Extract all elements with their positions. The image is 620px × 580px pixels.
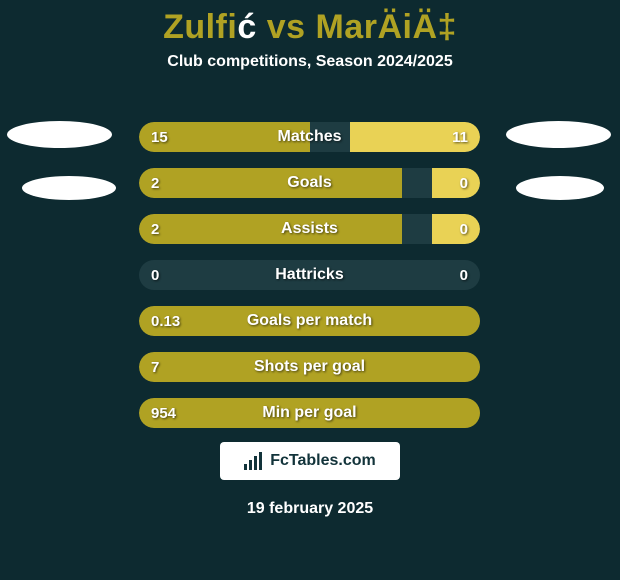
generated-date: 19 february 2025 xyxy=(0,500,620,518)
stat-label: Matches xyxy=(139,122,480,152)
chart-icon xyxy=(244,452,264,470)
stat-label: Min per goal xyxy=(139,398,480,428)
stat-bar-row: 20Goals xyxy=(139,168,480,198)
team-oval-0 xyxy=(7,121,112,148)
stat-label: Goals xyxy=(139,168,480,198)
stat-bar-row: 954Min per goal xyxy=(139,398,480,428)
stat-bars-container: 1511Matches 20Goals 20Assists 00Hattricks 0.… xyxy=(139,122,480,444)
branding-badge: FcTables.com xyxy=(220,442,400,480)
team-oval-1 xyxy=(22,176,116,200)
stat-bar-row: 7Shots per goal xyxy=(139,352,480,382)
team-oval-2 xyxy=(506,121,611,148)
title-part-1: Zulfi xyxy=(163,8,237,46)
stat-label: Shots per goal xyxy=(139,352,480,382)
stat-label: Assists xyxy=(139,214,480,244)
stat-label: Goals per match xyxy=(139,306,480,336)
branding-text: FcTables.com xyxy=(270,452,376,470)
stat-bar-row: 0.13Goals per match xyxy=(139,306,480,336)
title-part-3: vs MarÄiÄ‡ xyxy=(257,8,457,46)
comparison-title: Zulfić vs MarÄiÄ‡ xyxy=(0,0,620,47)
stat-bar-row: 00Hattricks xyxy=(139,260,480,290)
stat-bar-row: 20Assists xyxy=(139,214,480,244)
title-part-2: ć xyxy=(237,8,256,46)
comparison-subtitle: Club competitions, Season 2024/2025 xyxy=(0,53,620,71)
comparison-card: Zulfić vs MarÄiÄ‡ Club competitions, Sea… xyxy=(0,0,620,580)
team-oval-3 xyxy=(516,176,604,200)
stat-bar-row: 1511Matches xyxy=(139,122,480,152)
stat-label: Hattricks xyxy=(139,260,480,290)
